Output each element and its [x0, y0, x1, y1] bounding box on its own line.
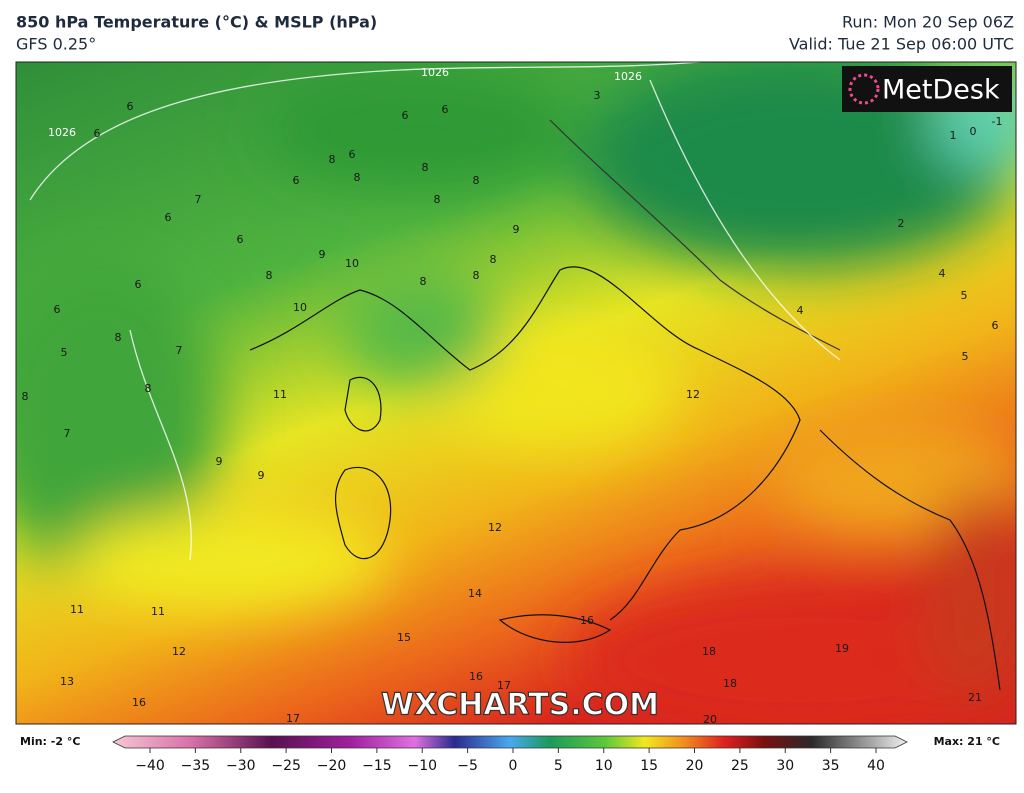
contour-label: 2: [898, 217, 905, 230]
contour-label: 14: [468, 587, 482, 600]
contour-label: 5: [961, 289, 968, 302]
contour-label: 4: [939, 267, 946, 280]
contour-label: 12: [488, 521, 502, 534]
max-label: Max: 21 °C: [934, 735, 1000, 748]
contour-label: 12: [686, 388, 700, 401]
contour-label: 10: [345, 257, 359, 270]
contour-label: 8: [473, 174, 480, 187]
contour-label: 8: [22, 390, 29, 403]
contour-label: 7: [64, 427, 71, 440]
contour-label: 8: [115, 331, 122, 344]
isobar-label: 1026: [614, 70, 642, 83]
contour-label: 17: [286, 712, 300, 725]
title: 850 hPa Temperature (°C) & MSLP (hPa): [16, 13, 377, 32]
contour-label: 15: [397, 631, 411, 644]
contour-label: 9: [513, 223, 520, 236]
contour-label: 6: [54, 303, 61, 316]
contour-label: 16: [132, 696, 146, 709]
min-label: Min: -2 °C: [20, 735, 80, 748]
colorbar-tick-label: 40: [867, 758, 885, 774]
contour-label: 6: [127, 100, 134, 113]
contour-label: 11: [70, 603, 84, 616]
contour-label: 8: [422, 161, 429, 174]
contour-label: 8: [473, 269, 480, 282]
contour-label: 7: [195, 193, 202, 206]
colorbar-tick-label: −30: [226, 758, 256, 774]
colorbar-tick-label: 10: [595, 758, 613, 774]
isobar-label: 1026: [421, 66, 449, 79]
subtitle: GFS 0.25°: [16, 35, 96, 54]
run-time: Run: Mon 20 Sep 06Z: [842, 13, 1014, 32]
contour-label: 4: [797, 304, 804, 317]
contour-label: 5: [962, 350, 969, 363]
contour-label: 6: [165, 211, 172, 224]
contour-label: 0: [970, 125, 977, 138]
contour-label: 6: [135, 278, 142, 291]
colorbar-tick-label: −35: [181, 758, 211, 774]
contour-label: 18: [702, 645, 716, 658]
contour-label: 11: [151, 605, 165, 618]
contour-label: 11: [273, 388, 287, 401]
contour-label: 20: [703, 713, 717, 726]
watermark: WXCHARTS.COM: [381, 688, 659, 723]
contour-label: 6: [402, 109, 409, 122]
contour-label: 8: [145, 382, 152, 395]
contour-label: 7: [176, 344, 183, 357]
contour-label: 9: [216, 455, 223, 468]
colorbar-tick-label: 20: [686, 758, 704, 774]
colorbar-tick-label: 35: [822, 758, 840, 774]
contour-label: 13: [60, 675, 74, 688]
contour-label: 9: [319, 248, 326, 261]
colorbar-tick-label: −15: [362, 758, 392, 774]
colorbar-tick-label: 0: [509, 758, 518, 774]
logo-text: MetDesk: [882, 75, 1000, 106]
contour-label: 6: [237, 233, 244, 246]
contour-label: 19: [835, 642, 849, 655]
contour-label: -1: [992, 115, 1003, 128]
colorbar-tick-label: −25: [271, 758, 301, 774]
contour-label: 6: [992, 319, 999, 332]
contour-label: 18: [723, 677, 737, 690]
colorbar-tick-label: −40: [135, 758, 165, 774]
contour-label: 1: [950, 129, 957, 142]
colorbar: Min: -2 °C Max: 21 °C: [20, 735, 1000, 749]
contour-label: 16: [469, 670, 483, 683]
contour-label: 9: [258, 469, 265, 482]
contour-label: 3: [594, 89, 601, 102]
colorbar-tick-label: 30: [776, 758, 794, 774]
contour-label: 5: [61, 346, 68, 359]
contour-label: 16: [580, 614, 594, 627]
valid-time: Valid: Tue 21 Sep 06:00 UTC: [789, 35, 1014, 54]
colorbar-tick-label: −10: [407, 758, 437, 774]
colorbar-tick-label: −5: [457, 758, 478, 774]
contour-label: 8: [329, 153, 336, 166]
contour-label: 10: [293, 301, 307, 314]
map: [16, 62, 1016, 724]
contour-label: 6: [94, 127, 101, 140]
colorbar-tick-label: 25: [731, 758, 749, 774]
contour-label: 17: [497, 679, 511, 692]
contour-label: 8: [420, 275, 427, 288]
logo: MetDesk: [842, 66, 1012, 112]
colorbar-tick-label: 5: [554, 758, 563, 774]
contour-label: 21: [968, 691, 982, 704]
contour-label: 8: [266, 269, 273, 282]
contour-label: 6: [293, 174, 300, 187]
colorbar-tick-label: −20: [317, 758, 347, 774]
colorbar-tick-label: 15: [640, 758, 658, 774]
isobar-label: 1026: [48, 126, 76, 139]
contour-label: 12: [172, 645, 186, 658]
contour-label: 8: [354, 171, 361, 184]
contour-label: 8: [490, 253, 497, 266]
contour-label: 6: [442, 103, 449, 116]
contour-label: 6: [349, 148, 356, 161]
contour-label: 8: [434, 193, 441, 206]
